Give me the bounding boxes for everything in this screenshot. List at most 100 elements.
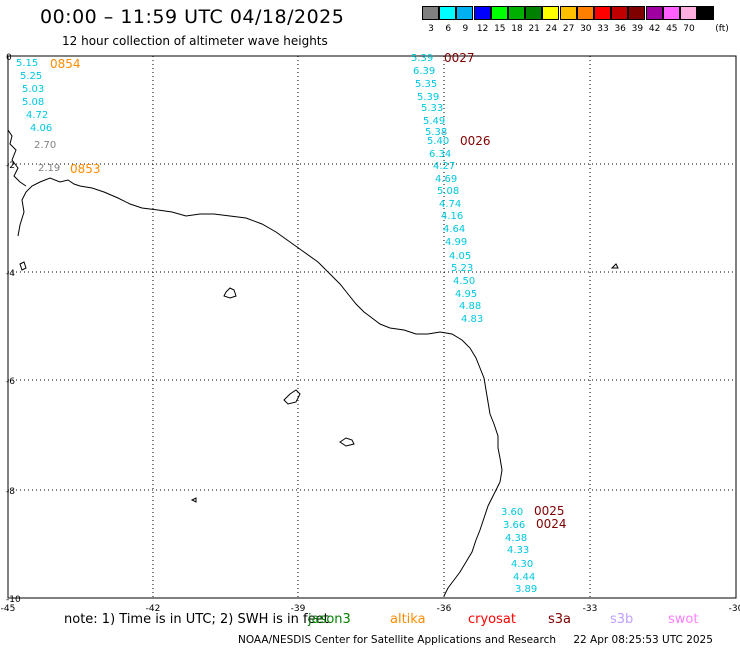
island-west xyxy=(19,261,27,271)
legend-swatch xyxy=(542,6,560,20)
satellite-name: altika xyxy=(390,612,426,627)
legend-label: 21 xyxy=(528,24,540,34)
wave-height-observations: 5.15 5.25 5.03 5.08 4.72 4.06 2.70 2.19 5.39 6.39… xyxy=(16,53,537,595)
legend-label: 27 xyxy=(562,24,575,34)
legend-label: 18 xyxy=(511,24,523,34)
wave-height-label: 4.69 xyxy=(435,174,457,185)
wave-height-label: 5.03 xyxy=(22,84,44,95)
y-tick-label: -6 xyxy=(6,377,15,387)
legend-swatch xyxy=(645,6,663,20)
wave-height-label: 4.30 xyxy=(511,559,533,570)
legend-swatch xyxy=(559,6,577,20)
satellite-name: s3b xyxy=(610,612,634,627)
legend-label: 36 xyxy=(614,24,626,34)
y-tick-label: -4 xyxy=(6,269,15,279)
x-tick-label: -33 xyxy=(583,604,598,614)
wave-height-label: 4.33 xyxy=(507,545,529,556)
wave-height-label: 4.06 xyxy=(30,123,52,134)
wave-height-label: 5.39 xyxy=(417,92,439,103)
y-tick-label: -8 xyxy=(6,487,15,497)
wave-height-label: 5.33 xyxy=(421,103,443,114)
island-coastal xyxy=(283,389,301,405)
footer-credit: NOAA/NESDIS Center for Satellite Applica… xyxy=(238,634,713,646)
wave-height-label: 6.34 xyxy=(429,149,451,160)
coastline-main xyxy=(17,177,503,597)
satellite-name: s3a xyxy=(548,612,572,627)
legend-label: 6 xyxy=(445,24,452,34)
wave-height-label: 6.39 xyxy=(413,66,435,77)
legend-swatch xyxy=(628,6,646,20)
wave-height-label: 5.25 xyxy=(20,71,42,82)
legend-label: 70 xyxy=(683,24,695,34)
legend-swatch xyxy=(611,6,629,20)
legend-label: 15 xyxy=(494,24,506,34)
legend-label: 24 xyxy=(545,24,558,34)
legend-label: 12 xyxy=(476,24,489,34)
wave-height-label: 5.40 xyxy=(427,136,449,147)
wave-height-label: 3.89 xyxy=(515,584,537,595)
map-title: 00:00 – 11:59 UTC 04/18/2025 xyxy=(40,6,345,28)
wave-height-label: 4.38 xyxy=(505,533,527,544)
wave-height-label: 4.44 xyxy=(513,572,535,583)
wave-height-label: 4.72 xyxy=(26,110,48,121)
island-small xyxy=(339,437,355,447)
island-east xyxy=(610,263,619,269)
legend-swatch xyxy=(422,6,439,20)
generated-timestamp: 22 Apr 08:25:53 UTC 2025 xyxy=(573,634,713,646)
wave-height-label: 3.60 xyxy=(501,507,523,518)
wave-height-label: 4.83 xyxy=(461,314,483,325)
wave-height-label: 4.05 xyxy=(449,251,471,262)
wave-height-label: 5.38 xyxy=(425,127,447,138)
wave-height-label: 3.66 xyxy=(503,520,525,531)
wave-height-label: 5.08 xyxy=(437,186,459,197)
legend-swatch xyxy=(490,6,508,20)
wave-height-label: 2.70 xyxy=(34,140,56,151)
wave-height-label: 4.16 xyxy=(441,211,463,222)
legend-label: 39 xyxy=(631,24,644,34)
satellite-name: jason3 xyxy=(308,612,351,627)
wave-height-label: 2.19 xyxy=(38,163,60,174)
legend-label: 9 xyxy=(462,24,469,34)
map-subtitle: 12 hour collection of altimeter wave hei… xyxy=(62,34,328,48)
x-tick-label: -42 xyxy=(146,604,161,614)
pass-time-label: 0853 xyxy=(70,162,101,176)
legend-label: 42 xyxy=(648,24,661,34)
legend-swatch xyxy=(662,6,680,20)
wave-height-label: 5.49 xyxy=(423,116,445,127)
wave-height-label: 4.64 xyxy=(443,224,465,235)
wave-height-label: 4.27 xyxy=(433,161,455,172)
wave-height-label: 5.35 xyxy=(415,79,437,90)
legend-unit: (ft) xyxy=(715,24,729,34)
island-inland xyxy=(223,287,237,299)
legend-label: 33 xyxy=(597,24,609,34)
pass-time-label: 0025 xyxy=(534,504,565,518)
map-frame xyxy=(7,55,737,599)
y-tick-label: -10 xyxy=(6,595,21,605)
legend-swatch xyxy=(525,6,543,20)
legend-swatch xyxy=(576,6,594,20)
credit-text: NOAA/NESDIS Center for Satellite Applica… xyxy=(238,634,556,646)
legend-swatch xyxy=(456,6,474,20)
legend-swatch xyxy=(697,6,715,20)
wave-height-label: 5.08 xyxy=(22,97,44,108)
pass-time-label: 0027 xyxy=(444,51,475,65)
wave-height-label: 4.99 xyxy=(445,237,467,248)
legend-label: 30 xyxy=(580,24,592,34)
x-tick-label: -30 xyxy=(729,604,740,614)
y-tick-label: 0 xyxy=(6,53,12,63)
wave-height-label: 4.74 xyxy=(439,199,461,210)
legend-label: 3 xyxy=(428,24,434,34)
y-tick-label: -2 xyxy=(6,161,15,171)
legend-swatch xyxy=(680,6,697,20)
wave-height-label: 4.95 xyxy=(455,289,477,300)
wave-height-label: 4.88 xyxy=(459,301,481,312)
legend-swatch xyxy=(594,6,611,20)
pass-time-label: 0024 xyxy=(536,517,567,531)
x-tick-label: -45 xyxy=(1,604,16,614)
legend-swatch xyxy=(508,6,525,20)
legend-label: 45 xyxy=(666,24,678,34)
x-tick-label: -36 xyxy=(437,604,452,614)
coastline xyxy=(7,129,619,597)
